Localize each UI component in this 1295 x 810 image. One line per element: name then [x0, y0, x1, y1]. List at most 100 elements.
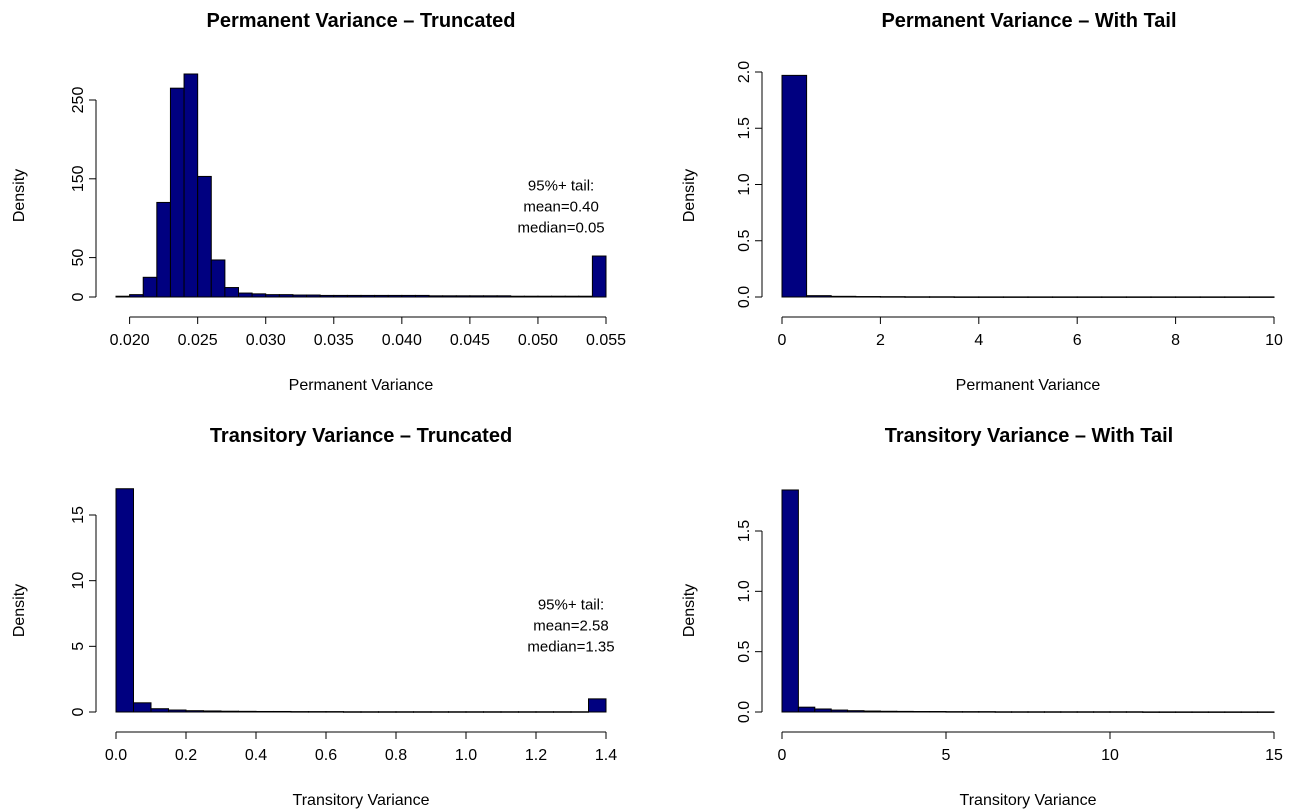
- histogram-bar: [570, 711, 589, 713]
- y-axis: 0.0 0.5 1.0 1.5 2.0: [736, 61, 763, 308]
- x-tick-label: 0.020: [110, 332, 150, 349]
- histogram-bar: [278, 294, 294, 298]
- histogram-bars: [781, 489, 1275, 713]
- histogram-bar: [1207, 711, 1226, 713]
- histogram-bar: [978, 711, 996, 713]
- x-axis: 0 2 4 6 8 10: [778, 316, 1283, 349]
- x-tick-label: 0.050: [518, 332, 558, 349]
- histogram-bar: [994, 711, 1013, 713]
- histogram-bar: [806, 295, 832, 298]
- panel-title: Permanent Variance – With Tail: [881, 10, 1176, 32]
- y-tick-label: 0: [70, 707, 87, 716]
- x-tick-label: 5: [942, 747, 951, 764]
- histogram-bar: [896, 710, 914, 713]
- histogram-bar: [395, 711, 414, 713]
- histogram-bar: [1027, 711, 1045, 713]
- x-tick-label: 0.6: [315, 747, 337, 764]
- histogram-bar: [1011, 711, 1029, 713]
- y-axis: 0.0 0.5 1.0 1.5: [736, 520, 763, 723]
- panel-permanent-truncated: Permanent Variance – Truncated Permanent…: [11, 10, 626, 394]
- y-tick-label: 50: [70, 249, 87, 267]
- histogram-bar: [290, 711, 309, 713]
- x-tick-label: 0: [778, 747, 787, 764]
- y-tick-label: 1.5: [736, 117, 753, 139]
- histogram-bar: [210, 259, 226, 298]
- x-tick-label: 1.0: [455, 747, 477, 764]
- y-tick-label: 250: [70, 87, 87, 114]
- histogram-bar: [442, 295, 457, 298]
- histogram-bar: [1142, 711, 1160, 713]
- x-tick-label: 0.8: [385, 747, 407, 764]
- x-tick-label: 0: [778, 332, 787, 349]
- x-tick-label: 0.040: [382, 332, 422, 349]
- y-tick-label: 0: [70, 292, 87, 301]
- x-tick-label: 0.045: [450, 332, 490, 349]
- histogram-bar: [251, 293, 267, 298]
- histogram-bar: [401, 294, 416, 298]
- panel-transitory-with-tail: Transitory Variance – With Tail Transito…: [681, 425, 1283, 809]
- x-tick-label: 4: [974, 332, 983, 349]
- y-tick-label: 0.5: [736, 230, 753, 252]
- histogram-bar: [953, 296, 980, 298]
- histogram-bar: [238, 710, 257, 713]
- histogram-bars: [115, 73, 607, 298]
- histogram-bar: [879, 710, 898, 713]
- x-tick-label: 0.025: [178, 332, 218, 349]
- histogram-bar: [448, 711, 467, 713]
- histogram-bar: [945, 711, 963, 713]
- histogram-bar: [142, 276, 158, 298]
- histogram-bar: [306, 294, 321, 298]
- histogram-bar: [1043, 711, 1062, 713]
- histogram-bar: [535, 711, 554, 713]
- x-tick-label: 1.2: [525, 747, 547, 764]
- histogram-bar: [1175, 296, 1201, 298]
- histogram-bar: [578, 295, 593, 298]
- x-tick-label: 0.055: [586, 332, 626, 349]
- y-axis-label: Density: [681, 584, 698, 637]
- histogram-bar: [1191, 711, 1209, 713]
- x-tick-label: 15: [1265, 747, 1283, 764]
- histogram-bar: [1224, 296, 1250, 298]
- histogram-bar: [1199, 296, 1226, 298]
- y-axis-label: Density: [681, 169, 698, 222]
- histogram-bar: [830, 709, 849, 713]
- y-tick-label: 150: [70, 165, 87, 192]
- histogram-bar: [465, 711, 484, 713]
- histogram-bar: [115, 488, 134, 713]
- x-tick-label: 10: [1265, 332, 1283, 349]
- x-tick-label: 2: [876, 332, 885, 349]
- x-tick-label: 0.2: [175, 747, 197, 764]
- histogram-bar: [360, 711, 379, 713]
- histogram-bar: [1109, 711, 1127, 713]
- histogram-bar: [1076, 711, 1095, 713]
- histogram-bar: [496, 295, 512, 298]
- panel-title: Transitory Variance – Truncated: [210, 425, 512, 447]
- histogram-bar: [197, 175, 212, 298]
- histogram-bar: [115, 295, 131, 298]
- histogram-bar: [183, 73, 199, 298]
- histogram-bar: [781, 74, 808, 298]
- histogram-bar: [961, 711, 980, 713]
- histogram-bar: [414, 294, 430, 298]
- histogram-bar: [308, 711, 327, 713]
- y-axis: 0 5 10 15: [70, 506, 97, 716]
- x-axis: 0.0 0.2 0.4 0.6 0.8 1.0 1.2 1.4: [105, 731, 617, 764]
- annotation-line: mean=2.58: [533, 618, 608, 635]
- y-tick-label: 0.5: [736, 640, 753, 662]
- x-tick-label: 0.030: [246, 332, 286, 349]
- y-tick-label: 5: [70, 642, 87, 651]
- histogram-bar: [203, 710, 222, 713]
- histogram-bar: [483, 711, 502, 713]
- histogram-bar: [1257, 711, 1275, 713]
- histogram-bar: [553, 711, 572, 713]
- histogram-bar: [1248, 296, 1275, 298]
- histogram-bar: [1052, 296, 1078, 298]
- histogram-bar: [346, 294, 362, 298]
- histogram-bar: [863, 710, 881, 713]
- histogram-bar: [1240, 711, 1259, 713]
- histogram-bar: [1175, 711, 1193, 713]
- x-tick-label: 1.4: [595, 747, 617, 764]
- histogram-bar: [978, 296, 1004, 298]
- x-axis-label: Permanent Variance: [289, 377, 434, 394]
- histogram-bar: [847, 710, 865, 713]
